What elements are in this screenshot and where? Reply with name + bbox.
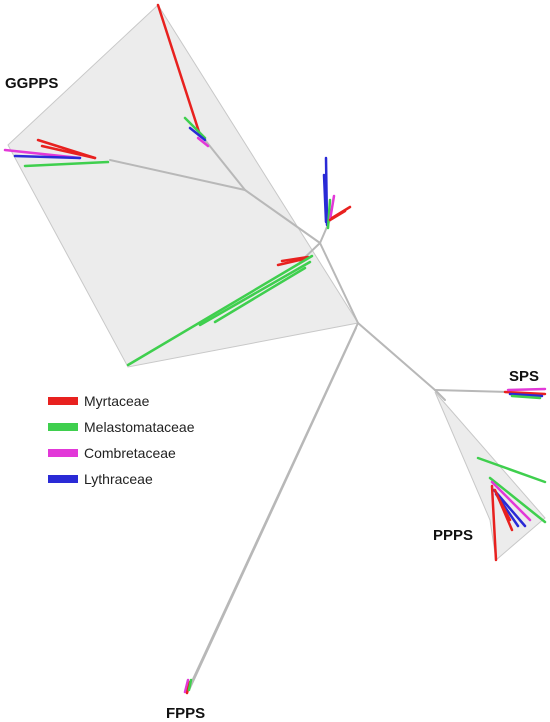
legend-label: Melastomataceae [84,419,195,435]
legend: Myrtaceae Melastomataceae Combretaceae L… [48,388,195,492]
branch-melastomataceae [326,198,332,230]
clade-label-fpps: FPPS [166,705,206,722]
branch-combretaceae [490,480,532,522]
branch-melastomataceae [183,116,207,140]
terminal-branches [3,3,547,695]
legend-item-combretaceae: Combretaceae [48,440,195,466]
branch-lythraceae [188,126,207,142]
clade-label-ggpps: GGPPS [5,75,59,92]
legend-label: Combretaceae [84,445,176,461]
branch-lythraceae [13,154,82,160]
legend-label: Lythraceae [84,471,153,487]
legend-item-lythraceae: Lythraceae [48,466,195,492]
branch-myrtaceae [328,209,347,222]
legend-swatch [48,423,78,431]
ggpps-hull [7,4,359,368]
legend-label: Myrtaceae [84,393,150,409]
legend-item-melastomataceae: Melastomataceae [48,414,195,440]
branch-combretaceae [328,194,336,222]
branch-melastomataceae [187,678,193,692]
branch-myrtaceae [503,390,547,396]
branch-melastomataceae [510,394,542,400]
backbone-branches [109,139,511,691]
legend-item-myrtaceae: Myrtaceae [48,388,195,414]
branch-myrtaceae [280,255,310,263]
branch-myrtaceae [40,144,97,160]
legend-swatch [48,397,78,405]
legend-swatch [48,475,78,483]
branch-melastomataceae [23,160,110,168]
branch-lythraceae [492,488,527,528]
branch-lythraceae [322,173,328,224]
branch-myrtaceae [156,3,202,137]
branch-myrtaceae [495,493,512,522]
branch-melastomataceae [476,456,547,484]
branch-combretaceae [196,136,210,148]
branch-myrtaceae [276,256,310,267]
branch-melastomataceae [126,254,314,367]
branch-melastomataceae [488,476,547,524]
clade-label-sps: SPS [509,368,540,385]
branch-melastomataceae [213,266,307,324]
branch-melastomataceae [198,260,312,327]
branch-lythraceae [508,392,544,398]
branch-combretaceae [183,678,190,694]
branch-myrtaceae [490,484,498,562]
branch-combretaceae [506,387,547,392]
clade-label-ppps: PPPS [433,527,474,544]
legend-swatch [48,449,78,457]
